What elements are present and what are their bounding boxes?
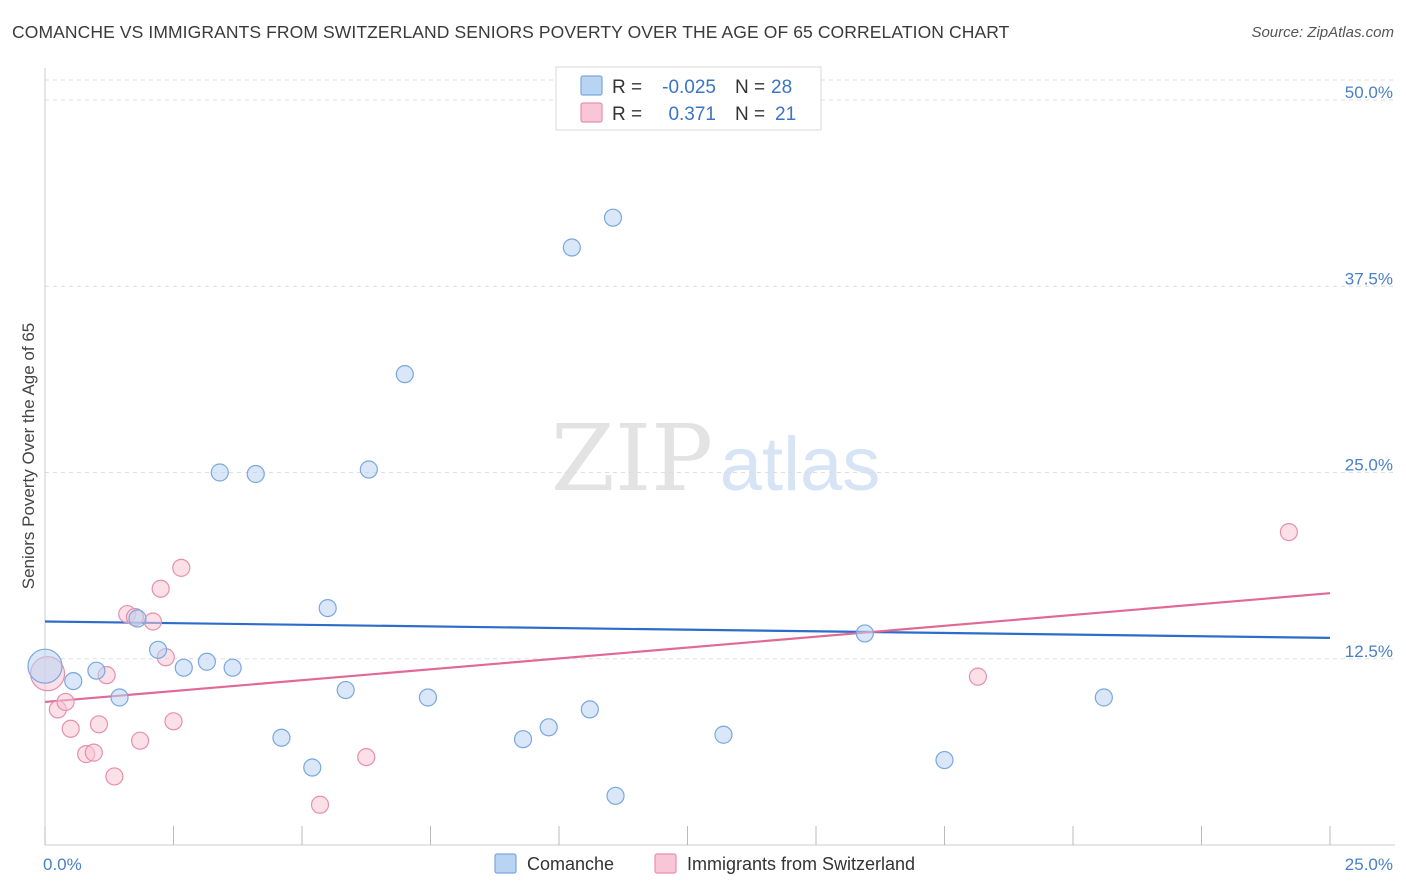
comanche-point <box>714 725 733 744</box>
comanche-point <box>580 700 599 719</box>
comanche-point <box>197 652 217 671</box>
correlation-legend: R = -0.025 N = 28 R = 0.371 N = 21 <box>555 66 822 131</box>
comanche-point <box>935 750 954 770</box>
swiss-point <box>89 715 109 734</box>
comanche-point <box>87 661 106 680</box>
y-tick-label: 50.0% <box>1345 83 1393 102</box>
y-tick-label: 12.5% <box>1345 642 1393 661</box>
comanche-point <box>210 463 229 482</box>
swiss-point <box>1279 522 1298 542</box>
series-legend-swatch-comanche <box>494 853 517 874</box>
legend-r-value-comanche: -0.025 <box>662 77 716 98</box>
swiss-point <box>172 558 191 577</box>
ylabel-layer: Seniors Poverty Over the Age of 65 <box>19 323 38 589</box>
series-legend-swatch-swiss <box>654 853 677 874</box>
swiss-point <box>105 767 124 786</box>
comanche-point <box>303 758 322 777</box>
legend-swatch-comanche <box>580 75 603 96</box>
chart-title: COMANCHE VS IMMIGRANTS FROM SWITZERLAND … <box>12 22 1010 42</box>
comanche-point <box>513 730 533 749</box>
y-tick-label: 25.0% <box>1345 456 1393 475</box>
comanche-point <box>855 624 874 643</box>
y-tick-label: 37.5% <box>1345 269 1393 288</box>
swiss-point <box>164 712 183 731</box>
swiss-point <box>130 731 150 750</box>
legend-n-label-swiss: N = <box>735 104 765 125</box>
comanche-point <box>128 609 147 628</box>
comanche-point <box>562 238 581 257</box>
legend-n-label-comanche: N = <box>735 77 765 98</box>
comanche-point <box>395 365 414 384</box>
watermark-zip: ZIP <box>551 405 713 512</box>
comanche-point <box>174 658 193 677</box>
swiss-point <box>61 719 80 738</box>
grid-layer <box>45 79 1395 660</box>
legend-n-value-comanche: 28 <box>771 77 792 98</box>
comanche-point <box>606 786 625 805</box>
comanche-point <box>148 640 168 659</box>
legend-r-value-swiss: 0.371 <box>668 104 716 125</box>
swiss-point <box>357 747 376 767</box>
y-axis-label: Seniors Poverty Over the Age of 65 <box>19 323 38 589</box>
comanche-point <box>1094 688 1113 707</box>
comanche-point <box>246 464 265 484</box>
comanche-point <box>223 658 242 677</box>
legend-n-value-swiss: 21 <box>775 104 796 125</box>
watermark-atlas: atlas <box>720 422 881 507</box>
series-legend: Comanche Immigrants from Switzerland <box>494 853 915 874</box>
comanche-point <box>359 460 378 479</box>
chart-source: Source: ZipAtlas.com <box>1251 24 1394 41</box>
swiss-point <box>143 612 163 631</box>
comanche-point <box>336 680 355 700</box>
watermark: ZIP atlas <box>551 405 880 512</box>
comanche-point <box>603 208 623 227</box>
x-tick-label-max: 25.0% <box>1345 855 1393 874</box>
comanche-point <box>27 648 63 684</box>
axis-layer: 12.5% 25.0% 37.5% 50.0% 0.0% 25.0% <box>43 68 1395 874</box>
swiss-point <box>56 692 75 712</box>
swiss-point <box>968 667 988 686</box>
series-legend-label-comanche: Comanche <box>527 854 614 874</box>
series-legend-label-swiss: Immigrants from Switzerland <box>687 854 915 874</box>
point-layer <box>27 208 1298 814</box>
comanche-point <box>272 728 291 747</box>
swiss-trend-line <box>44 592 1331 704</box>
swiss-point <box>84 743 103 762</box>
comanche-point <box>110 688 129 707</box>
comanche-point <box>539 718 558 737</box>
trend-layer <box>44 592 1331 704</box>
legend-r-label-comanche: R = <box>612 77 642 98</box>
comanche-point <box>418 688 438 707</box>
comanche-trend-line <box>44 620 1331 639</box>
comanche-point <box>64 671 83 691</box>
x-tick-label-min: 0.0% <box>43 855 82 874</box>
legend-swatch-swiss <box>580 102 603 123</box>
swiss-point <box>310 795 330 814</box>
comanche-point <box>318 598 337 618</box>
legend-r-label-swiss: R = <box>612 104 642 125</box>
swiss-point <box>151 579 170 598</box>
